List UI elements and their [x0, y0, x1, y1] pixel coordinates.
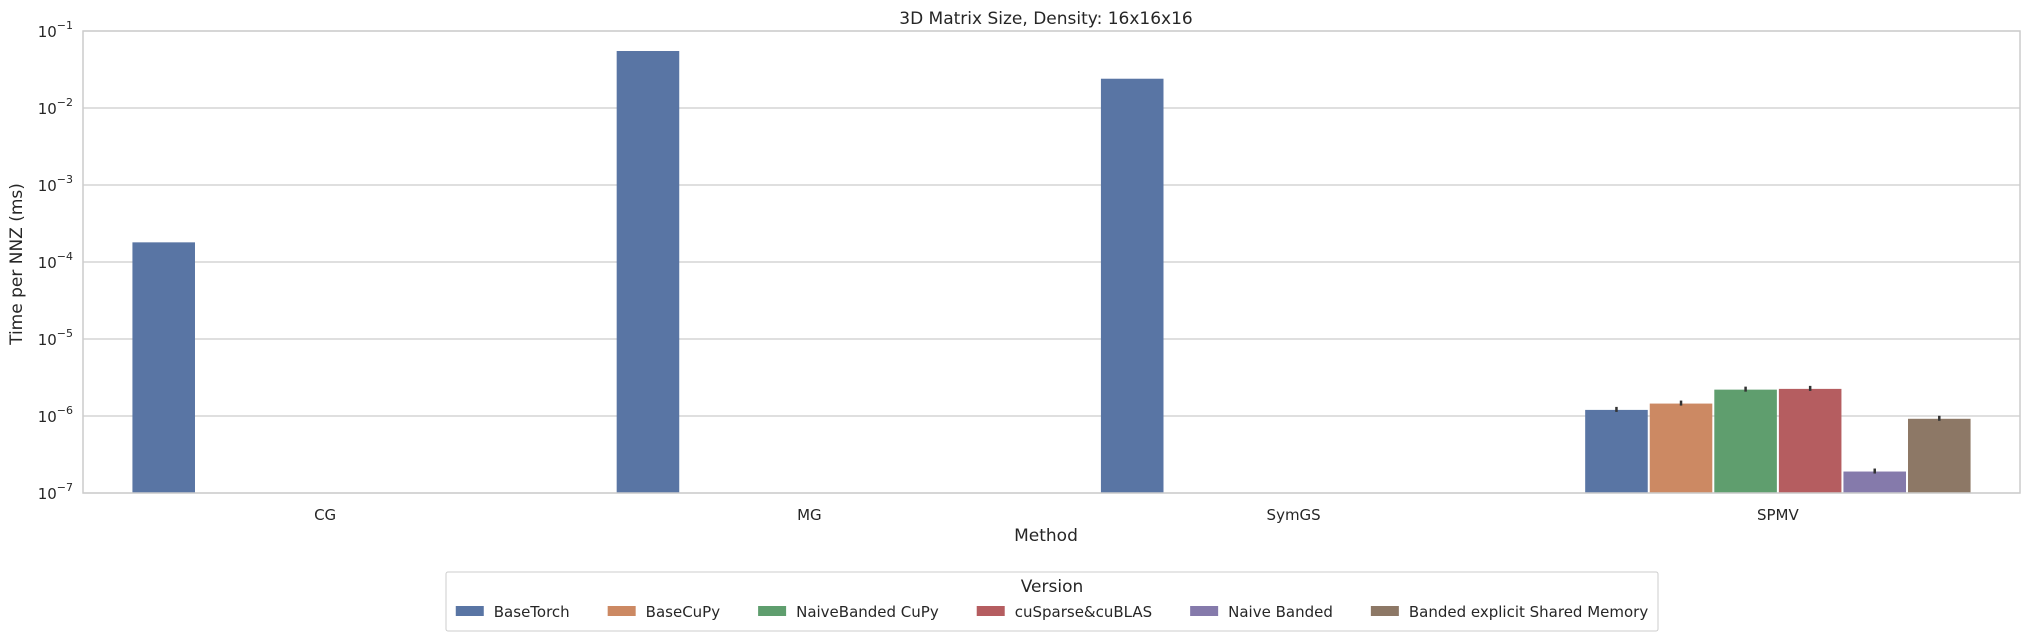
legend: Version BaseTorch BaseCuPy NaiveBanded CuP… — [445, 571, 1659, 632]
legend-label: NaiveBanded CuPy — [796, 603, 939, 621]
y-tick-label: 10−1 — [38, 19, 73, 41]
y-tick-label: 10−5 — [38, 327, 73, 349]
y-tick-base: 10 — [38, 100, 57, 118]
plot-frame — [82, 30, 2021, 494]
bar-basetorch-symgs — [1100, 78, 1164, 494]
bar-banded-explicit-shared-memory-spmv — [1908, 418, 1971, 493]
y-tick-exponent: −5 — [57, 327, 73, 340]
legend-box — [445, 571, 1659, 632]
y-tick-exponent: −4 — [57, 250, 73, 263]
y-tick-label: 10−4 — [38, 250, 73, 272]
y-tick-base: 10 — [38, 177, 57, 195]
y-tick-exponent: −6 — [57, 404, 73, 417]
legend-label: Naive Banded — [1228, 603, 1333, 621]
x-tick-label: CG — [314, 506, 336, 524]
y-tick-label: 10−2 — [38, 96, 73, 118]
legend-items: BaseTorch BaseCuPy NaiveBanded CuPy cuSpars… — [455, 603, 1648, 621]
y-axis-label: Time per NNZ (ms) — [7, 183, 27, 346]
x-tick-labels: CG MG SymGS SPMV — [314, 506, 1799, 524]
legend-swatch — [607, 606, 636, 616]
bar-naivebanded-cupy-spmv — [1714, 389, 1777, 493]
legend-swatch — [455, 606, 484, 616]
y-tick-labels: 10−710−610−510−410−310−210−1 — [38, 19, 73, 503]
bar-basetorch-cg — [132, 242, 195, 493]
y-tick-exponent: −7 — [57, 481, 73, 494]
legend-label: BaseCuPy — [646, 603, 721, 621]
y-tick-label: 10−7 — [38, 481, 73, 503]
chart-title: 3D Matrix Size, Density: 16x16x16 — [899, 9, 1192, 29]
y-tick-exponent: −1 — [57, 19, 73, 32]
bars — [132, 50, 1971, 494]
legend-swatch — [758, 606, 787, 616]
x-axis-label: Method — [1014, 526, 1078, 546]
bar-basetorch-mg — [616, 50, 680, 494]
x-tick-label: SymGS — [1267, 506, 1321, 524]
legend-label: BaseTorch — [494, 603, 570, 621]
y-tick-label: 10−3 — [38, 173, 73, 195]
y-tick-base: 10 — [38, 485, 57, 503]
y-tick-base: 10 — [38, 408, 57, 426]
legend-label: cuSparse&cuBLAS — [1015, 603, 1152, 621]
legend-label: Banded explicit Shared Memory — [1409, 603, 1648, 621]
axes-frame — [82, 30, 2021, 494]
bar-basetorch-spmv — [1585, 409, 1648, 493]
y-tick-base: 10 — [38, 254, 57, 272]
bar-basecupy-spmv — [1649, 403, 1713, 493]
y-tick-exponent: −2 — [57, 96, 73, 109]
y-tick-label: 10−6 — [38, 404, 73, 426]
x-tick-label: MG — [797, 506, 822, 524]
y-tick-exponent: −3 — [57, 173, 73, 186]
bar-cusparse-cublas-spmv — [1778, 388, 1842, 493]
legend-swatch — [1190, 606, 1219, 616]
legend-title: Version — [1021, 577, 1084, 597]
legend-swatch — [1370, 606, 1399, 616]
y-tick-base: 10 — [38, 23, 57, 41]
legend-swatch — [976, 606, 1005, 616]
bar-naive-banded-spmv — [1843, 471, 1907, 493]
x-tick-label: SPMV — [1757, 506, 1800, 524]
y-tick-base: 10 — [38, 331, 57, 349]
